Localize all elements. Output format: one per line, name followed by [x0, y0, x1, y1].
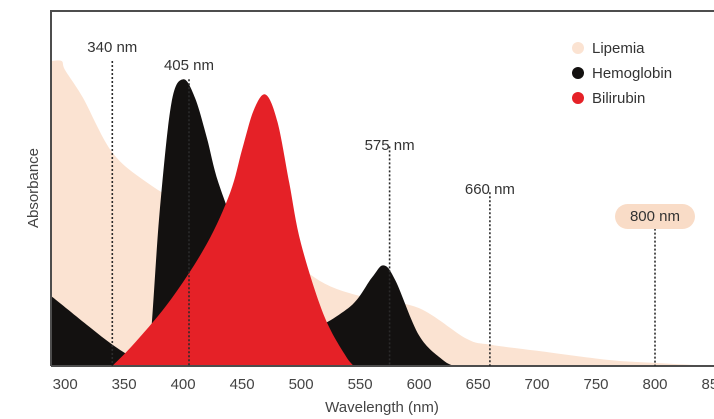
x-tick-label: 600 [407, 376, 432, 393]
legend: Lipemia Hemoglobin Bilirubin [572, 40, 672, 107]
x-axis-label: Wavelength (nm) [325, 399, 439, 416]
x-tick-label: 650 [466, 376, 491, 393]
series-layer [51, 60, 714, 366]
x-tick-label: 300 [53, 376, 78, 393]
legend-swatch [572, 67, 584, 79]
x-tick-label: 350 [112, 376, 137, 393]
x-tick-label: 500 [289, 376, 314, 393]
annotation-label: 800 nm [630, 208, 680, 225]
legend-label: Lipemia [592, 40, 645, 57]
annotation-layer: 340 nm 405 nm 575 nm 660 nm 800 nm [87, 39, 695, 366]
highlight-pill [615, 204, 695, 229]
x-tick-label: 450 [230, 376, 255, 393]
annotation-label: 660 nm [465, 181, 515, 198]
x-tick-label: 750 [583, 376, 608, 393]
x-tick-label: 850 [701, 376, 714, 393]
y-axis-label: Absorbance [25, 148, 42, 228]
plot-border [50, 10, 714, 366]
x-tick-label: 550 [348, 376, 373, 393]
legend-swatch [572, 42, 584, 54]
plot-frame [50, 10, 714, 367]
legend-swatch [572, 92, 584, 104]
x-tick-label: 400 [171, 376, 196, 393]
annotation-label: 575 nm [365, 137, 415, 154]
x-axis-ticks: 300 350 400 450 500 550 600 650 700 750 800 850 [53, 376, 714, 393]
x-tick-label: 800 [642, 376, 667, 393]
x-tick-label: 700 [524, 376, 549, 393]
legend-label: Hemoglobin [592, 65, 672, 82]
legend-label: Bilirubin [592, 90, 645, 107]
annotation-label: 405 nm [164, 57, 214, 74]
annotation-label: 340 nm [87, 39, 137, 56]
bilirubin-area [112, 94, 355, 366]
